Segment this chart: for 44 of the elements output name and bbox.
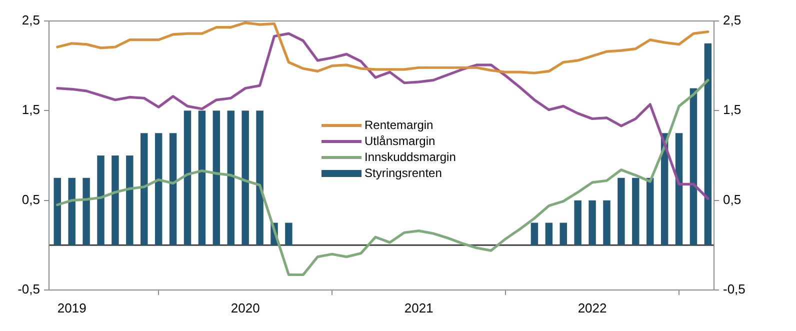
bar xyxy=(675,133,683,246)
y2-tick-label: 1,5 xyxy=(723,102,742,118)
bar xyxy=(82,178,90,246)
y-tick-label: 0,5 xyxy=(22,192,40,207)
bar xyxy=(198,110,206,246)
bar xyxy=(560,222,567,246)
bar xyxy=(256,110,264,246)
legend-label: Utlånsmargin xyxy=(364,134,436,148)
bar xyxy=(588,200,596,246)
bar xyxy=(242,110,249,246)
bar xyxy=(632,178,640,246)
legend-label: Innskuddsmargin xyxy=(364,150,456,164)
bar xyxy=(97,156,104,246)
y-tick-label: 2,5 xyxy=(22,12,40,28)
bar xyxy=(126,156,134,246)
bar xyxy=(68,178,76,246)
bar xyxy=(54,178,62,246)
bar xyxy=(704,43,712,246)
y2-tick-label: -0,5 xyxy=(723,282,746,297)
legend-label: Rentemargin xyxy=(364,118,434,132)
bar xyxy=(690,88,698,246)
legend-label: Styringsrenten xyxy=(364,166,442,180)
y2-tick-label: 2,5 xyxy=(723,12,742,28)
y-tick-label: 1,5 xyxy=(22,102,40,118)
x-tick-label: 2022 xyxy=(578,300,607,316)
bar xyxy=(154,133,162,246)
y2-tick-label: 0,5 xyxy=(723,192,742,207)
bar xyxy=(285,222,292,246)
bar xyxy=(618,178,625,246)
bar xyxy=(545,222,553,246)
y-tick-label: -0,5 xyxy=(18,282,40,297)
bar xyxy=(227,110,234,246)
bar xyxy=(212,110,220,246)
x-tick-label: 2021 xyxy=(404,300,434,316)
bar xyxy=(169,133,177,246)
bar xyxy=(574,200,582,246)
bar xyxy=(112,156,119,246)
bar xyxy=(646,178,654,246)
bar xyxy=(530,222,538,246)
bar xyxy=(140,133,148,246)
bar xyxy=(184,110,192,246)
x-tick-label: 2019 xyxy=(57,300,86,316)
x-tick-label: 2020 xyxy=(230,300,260,316)
bar xyxy=(603,200,610,246)
